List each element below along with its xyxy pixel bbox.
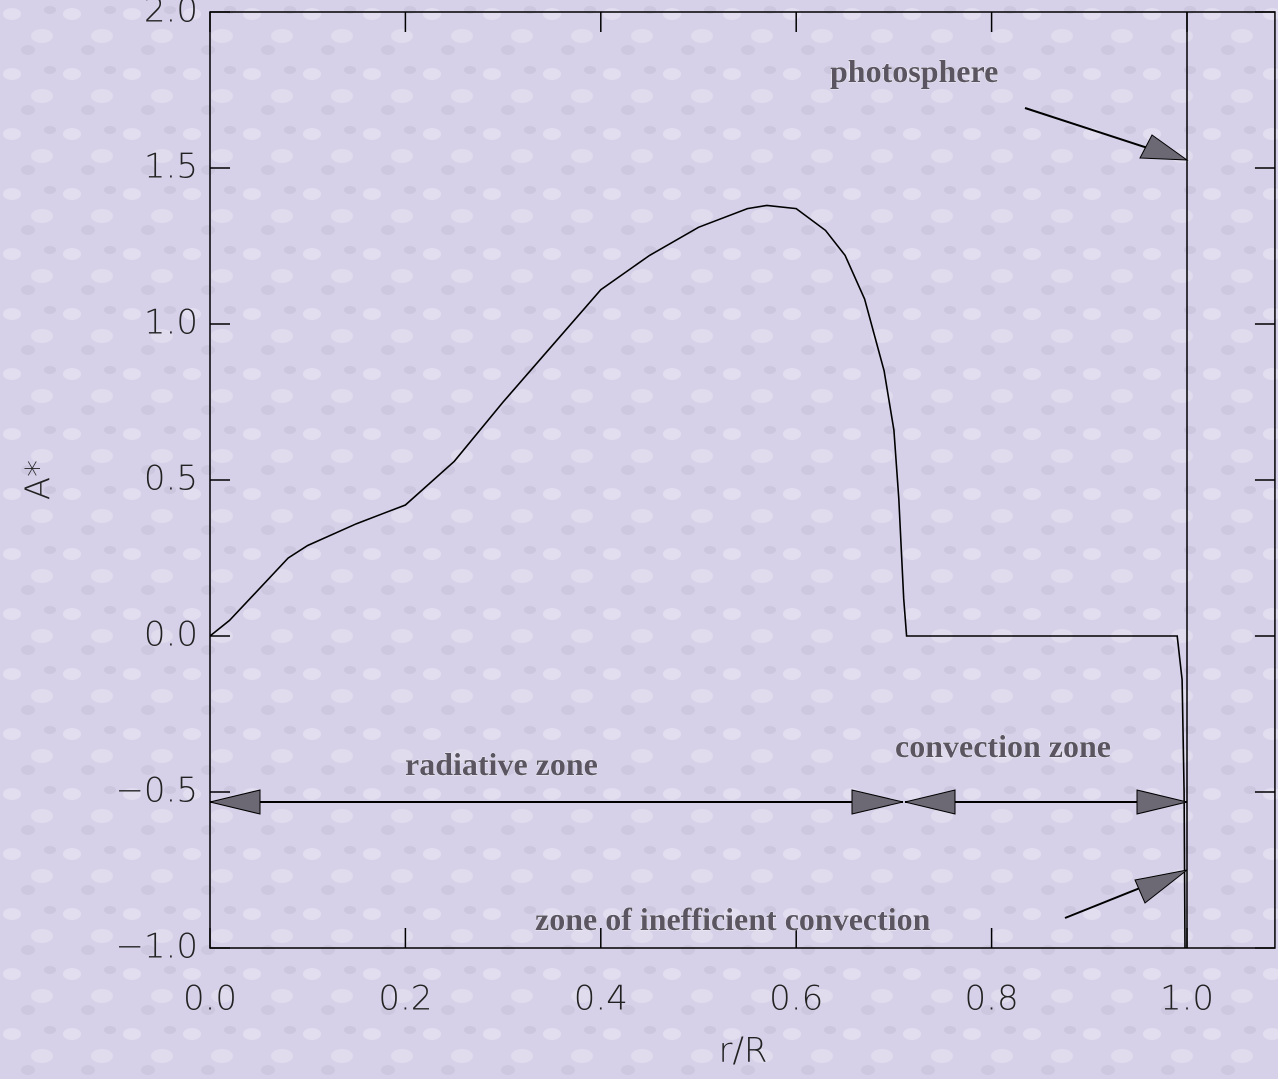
chart: −1.0 −0.5 0.0 0.5 1.0 1.5 2.0 0.0 0.2 0.4 0.6 0.8 1.… [0, 0, 1278, 1079]
y-tick-label: 0.5 [144, 459, 198, 499]
y-axis-label: A* [19, 460, 59, 500]
annotation: zone of inefficient convection [535, 901, 931, 937]
x-tick-label: 0.2 [378, 979, 432, 1019]
x-tick-label: 0.0 [183, 979, 237, 1019]
y-tick-label: −0.5 [115, 771, 198, 811]
annotation: radiative zone [405, 746, 598, 782]
y-tick-label: 1.0 [144, 303, 198, 343]
x-tick-label: 0.4 [574, 979, 628, 1019]
x-tick-label: 1.0 [1160, 979, 1214, 1019]
annotation: convection zone [895, 728, 1111, 764]
annotation: photosphere [830, 53, 998, 89]
y-tick-label: 2.0 [144, 0, 198, 31]
y-tick-label: −1.0 [115, 927, 198, 967]
y-tick-label: 0.0 [144, 615, 198, 655]
y-tick-label: 1.5 [144, 147, 198, 187]
x-axis-label: r/R [718, 1031, 767, 1071]
x-tick-label: 0.6 [769, 979, 823, 1019]
x-tick-label: 0.8 [965, 979, 1019, 1019]
